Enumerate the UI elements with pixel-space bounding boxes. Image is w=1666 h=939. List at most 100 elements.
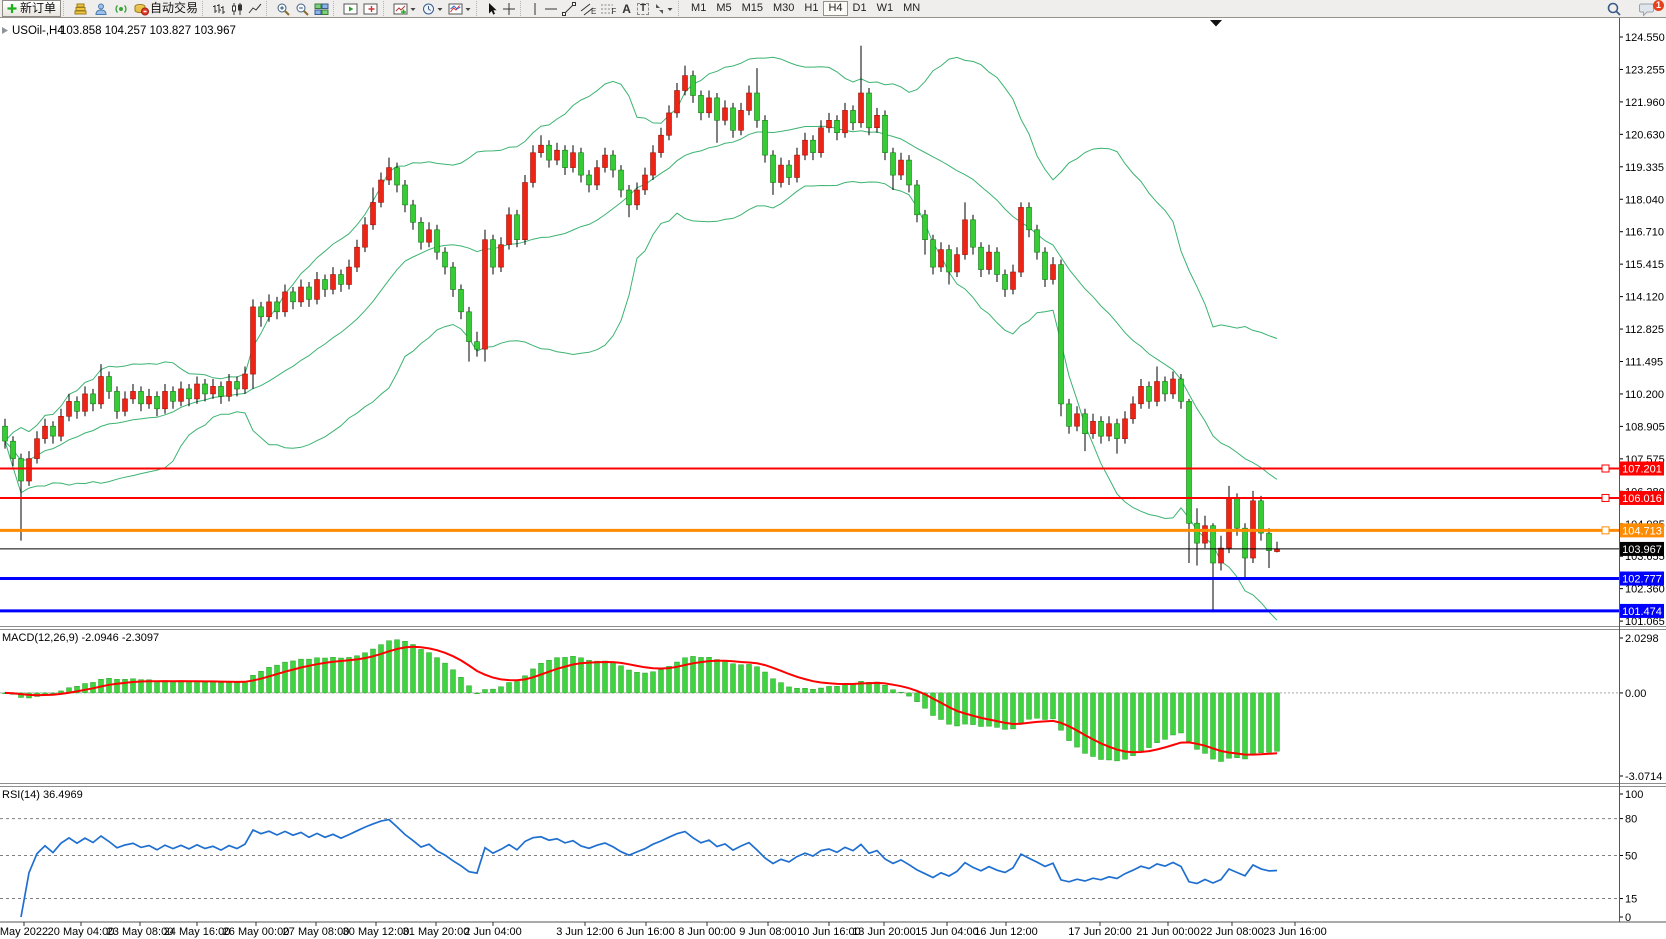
line-handle[interactable] xyxy=(1601,526,1610,535)
macd-histogram-bar xyxy=(450,669,456,694)
price-tick-label: 120.630 xyxy=(1625,129,1665,141)
timeframe-button-m5[interactable]: M5 xyxy=(716,2,732,14)
crosshair-button[interactable] xyxy=(500,1,518,16)
label-tool-button[interactable]: T xyxy=(635,1,651,16)
toolbar-separator xyxy=(266,1,271,16)
market-watch-button[interactable] xyxy=(71,1,91,16)
timeframe-button-h1[interactable]: H1 xyxy=(804,2,819,14)
candle-body xyxy=(242,373,248,390)
macd-pane[interactable] xyxy=(0,639,1619,762)
candle-body xyxy=(674,90,680,114)
price-axis[interactable]: 124.550 123.255 121.960 120.630 119.335 118.0… xyxy=(1619,32,1665,924)
search-button[interactable] xyxy=(1604,1,1624,16)
new-order-button[interactable]: 新订单 xyxy=(2,0,62,17)
text-tool-button[interactable]: A xyxy=(618,1,635,16)
candle-body xyxy=(50,425,56,437)
price-tick-label: 119.335 xyxy=(1625,162,1664,174)
line-handle[interactable] xyxy=(1601,493,1610,502)
candle-body xyxy=(394,167,400,186)
timeframe-button-m30[interactable]: M30 xyxy=(773,2,795,14)
timeframe-button-m15[interactable]: M15 xyxy=(741,2,764,14)
macd-tick-label: 2.0298 xyxy=(1625,633,1659,645)
timeframe-button-w1[interactable]: W1 xyxy=(876,2,894,14)
candle-body xyxy=(458,289,464,313)
line-chart-button[interactable] xyxy=(246,1,264,16)
price-line-label xyxy=(1620,490,1664,505)
candle-body xyxy=(1098,420,1104,437)
macd-histogram-bar xyxy=(1050,692,1056,720)
zoom-in-button[interactable] xyxy=(274,1,293,16)
candle-body xyxy=(930,239,936,268)
navigator-button[interactable] xyxy=(91,1,111,16)
macd-histogram-bar xyxy=(290,660,296,694)
macd-histogram-bar xyxy=(370,648,376,694)
candle-body xyxy=(914,184,920,216)
time-tick-label: 16 Jun 12:00 xyxy=(974,926,1038,938)
candle-body xyxy=(578,152,584,176)
horizontal-line-button[interactable] xyxy=(542,1,560,16)
tile-windows-button[interactable] xyxy=(312,1,331,16)
autotrading-button[interactable]: 自动交易 xyxy=(131,1,200,16)
macd-histogram-bar xyxy=(938,692,944,720)
zoom-out-button[interactable] xyxy=(293,1,312,16)
price-tick-label: 110.200 xyxy=(1625,389,1664,401)
signals-button[interactable] xyxy=(111,1,131,16)
timeframe-button-m1[interactable]: M1 xyxy=(691,2,707,14)
candle-body xyxy=(722,107,728,121)
fibonacci-button[interactable]: F xyxy=(598,1,618,16)
chart-shift-button[interactable] xyxy=(361,1,381,16)
candle-body xyxy=(658,134,664,153)
candlestick-button[interactable] xyxy=(228,1,246,16)
macd-histogram-bar xyxy=(1122,692,1128,760)
macd-histogram-bar xyxy=(706,657,712,694)
macd-histogram-bar xyxy=(770,678,776,694)
candle-body xyxy=(890,152,896,176)
arrows-button[interactable] xyxy=(651,1,676,16)
macd-histogram-bar xyxy=(562,657,568,694)
toolbar-right-icons: 1 xyxy=(1604,0,1664,17)
templates-button[interactable] xyxy=(446,1,474,16)
macd-tick-label: -3.0714 xyxy=(1625,771,1662,783)
cursor-button[interactable] xyxy=(484,1,500,16)
indicators-button[interactable] xyxy=(391,1,419,16)
timeframe-button-mn[interactable]: MN xyxy=(903,2,921,14)
candle-body xyxy=(90,393,96,405)
candle-body xyxy=(626,189,632,206)
macd-histogram-bar xyxy=(762,671,768,694)
vertical-line-button[interactable] xyxy=(528,1,542,16)
equidistant-channel-button[interactable]: E xyxy=(578,1,598,16)
candle-body xyxy=(818,127,824,154)
time-tick-label: 6 Jun 16:00 xyxy=(617,926,675,938)
candle-body xyxy=(298,286,304,303)
candle-body xyxy=(858,92,864,124)
arrows-icon xyxy=(656,3,664,14)
macd-histogram-bar xyxy=(994,692,1000,728)
macd-histogram-bar xyxy=(658,669,664,694)
macd-histogram-bar xyxy=(338,657,344,694)
symbol-ohlc-values: 103.858 104.257 103.827 103.967 xyxy=(60,25,236,37)
one-click-trading-icon[interactable] xyxy=(2,27,8,34)
auto-scroll-button[interactable] xyxy=(341,1,361,16)
macd-histogram-bar xyxy=(1026,692,1032,720)
candle-body xyxy=(106,376,112,392)
macd-histogram-bar xyxy=(650,671,656,694)
candle-body xyxy=(610,154,616,171)
candle-body xyxy=(618,169,624,191)
macd-histogram-bar xyxy=(482,689,488,694)
notifications-button[interactable]: 1 xyxy=(1636,0,1664,17)
bar-chart-button[interactable] xyxy=(210,1,228,16)
macd-histogram-bar xyxy=(682,657,688,694)
timeframe-button-d1[interactable]: D1 xyxy=(852,2,867,14)
line-handle[interactable] xyxy=(1601,464,1610,473)
main-pane[interactable] xyxy=(2,45,1280,621)
timeframe-button-h4[interactable]: H4 xyxy=(823,1,848,16)
time-tick-label: 21 Jun 00:00 xyxy=(1136,926,1200,938)
chart-canvas[interactable]: 124.550 123.255 121.960 120.630 119.335 118.0… xyxy=(0,18,1666,939)
macd-histogram-bar xyxy=(1002,692,1008,730)
periods-button[interactable] xyxy=(419,1,446,16)
svg-text:102.777: 102.777 xyxy=(1622,574,1662,586)
trendline-button[interactable] xyxy=(560,1,578,16)
chart-shift-marker[interactable] xyxy=(1210,20,1222,27)
macd-histogram-bar xyxy=(1218,692,1224,762)
